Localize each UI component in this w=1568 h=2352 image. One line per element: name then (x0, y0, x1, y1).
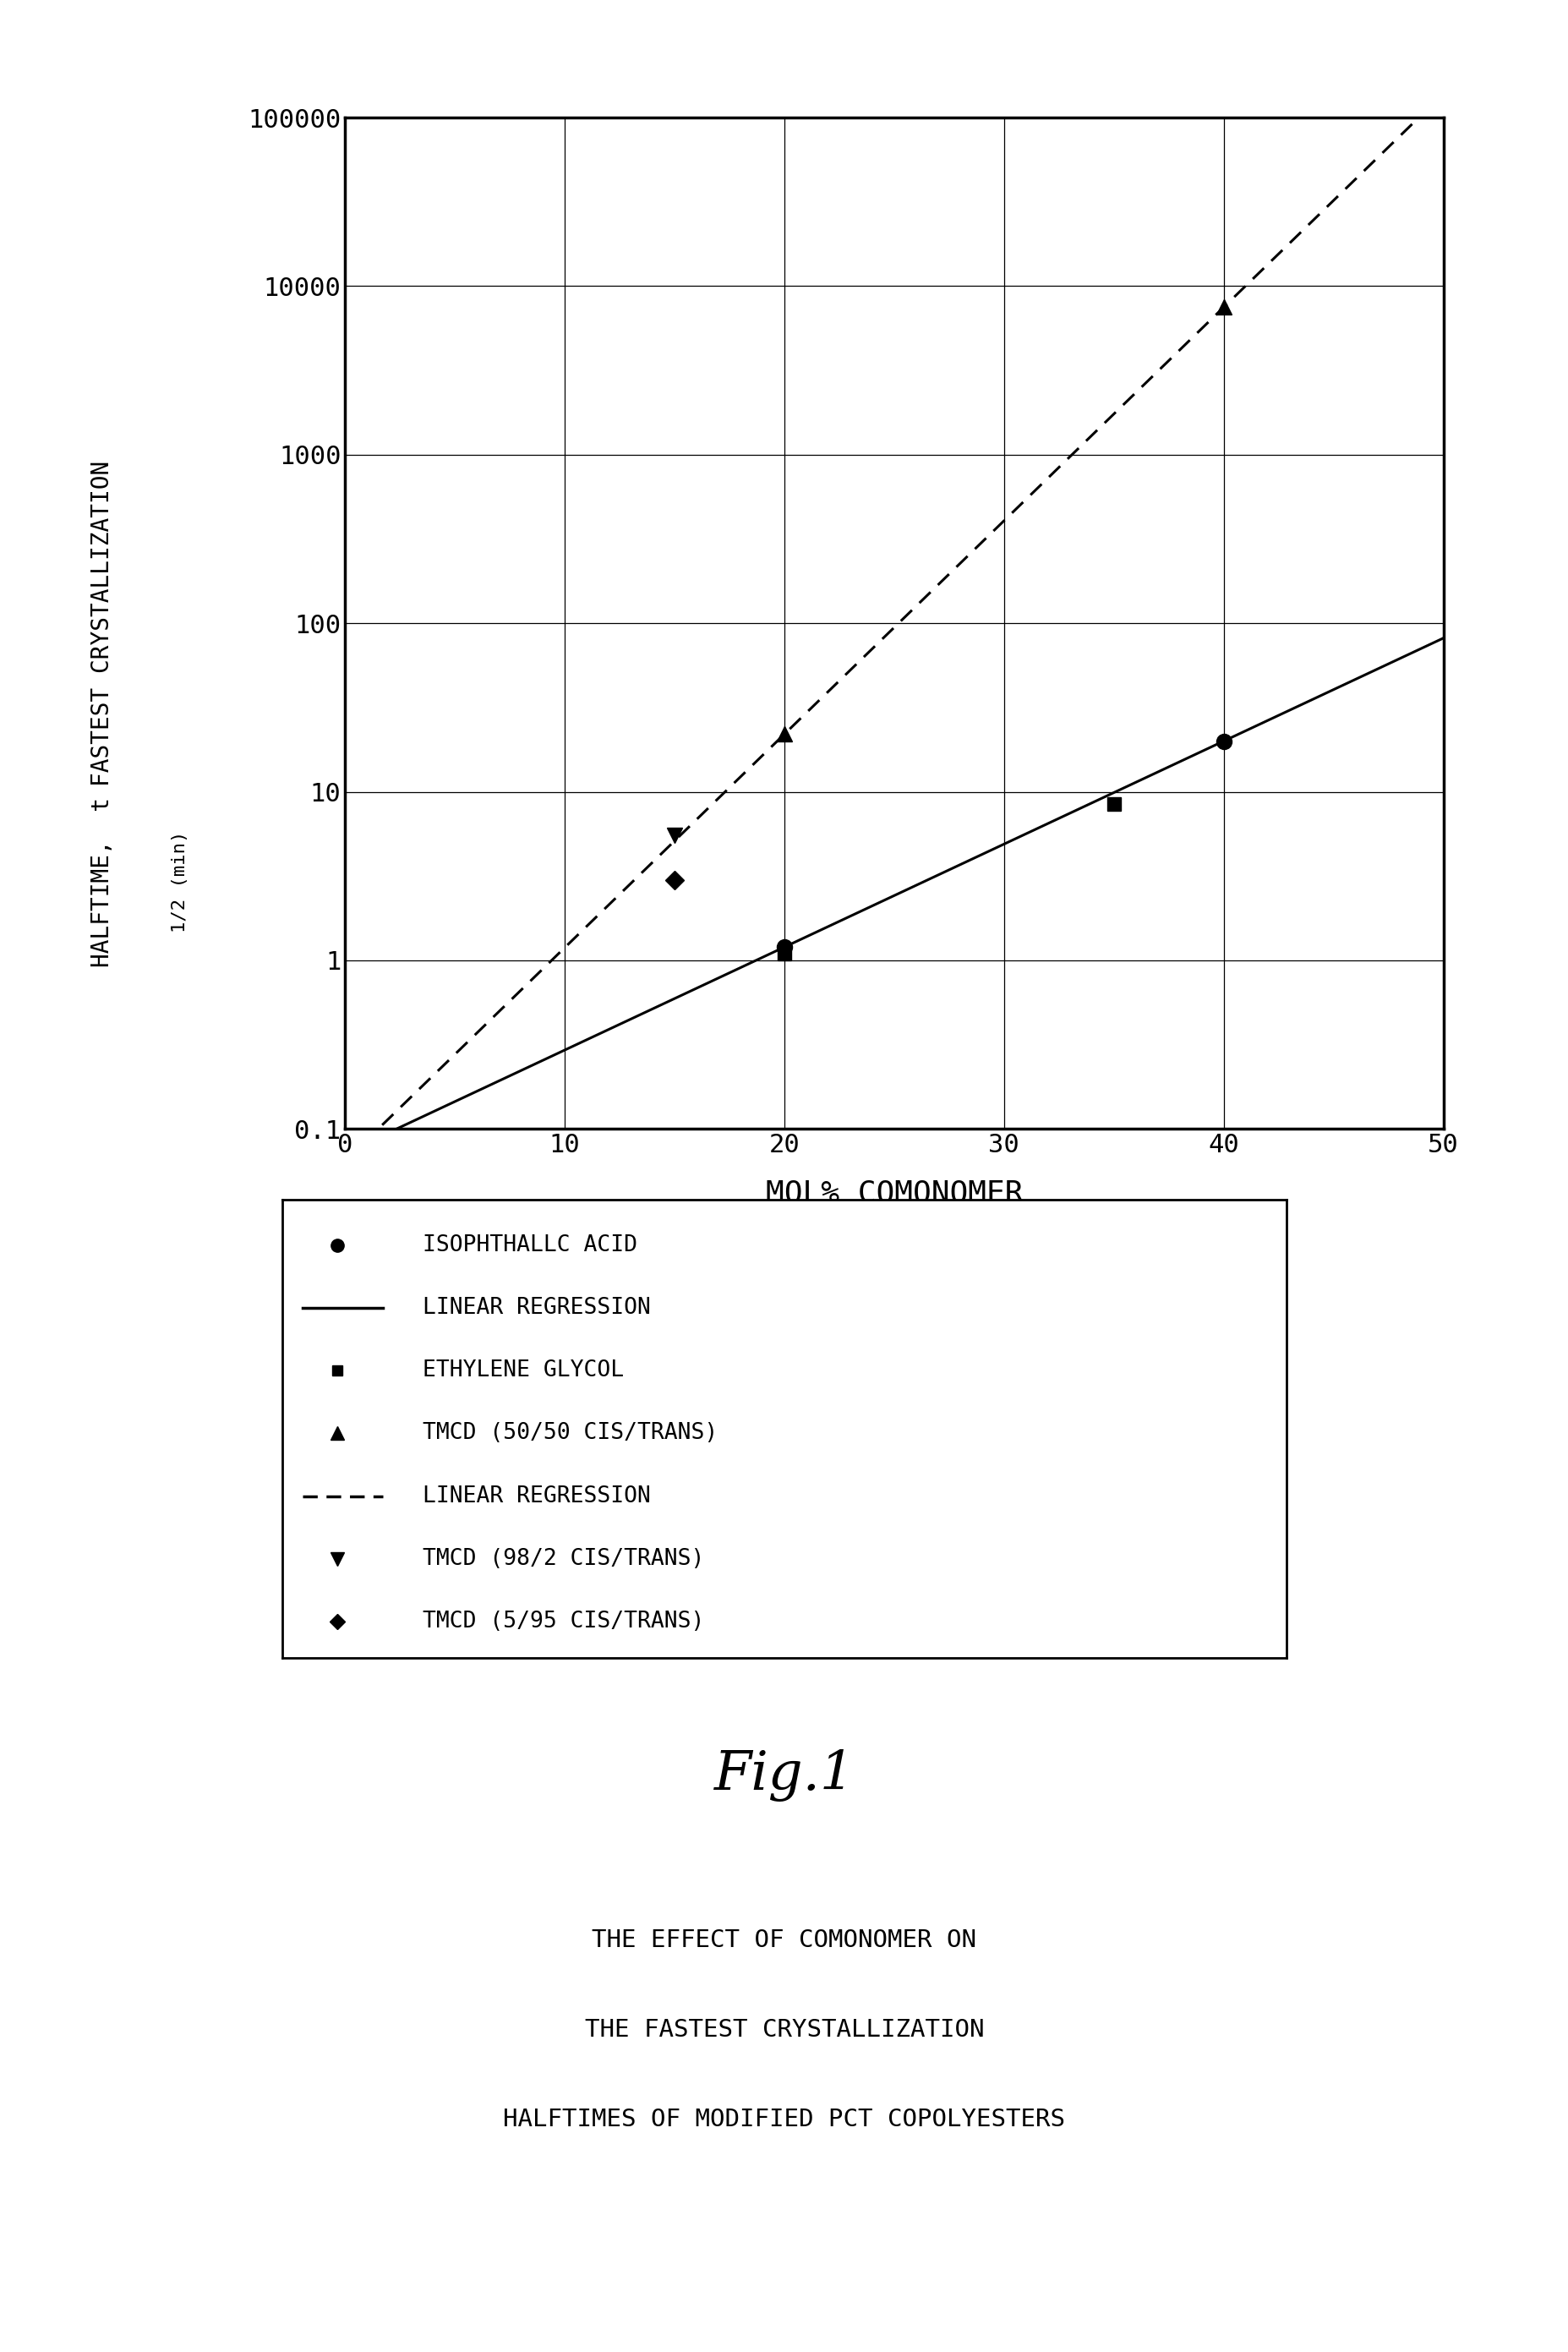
Text: HALFTIME,  t: HALFTIME, t (89, 797, 114, 967)
Text: THE FASTEST CRYSTALLIZATION: THE FASTEST CRYSTALLIZATION (585, 2018, 983, 2042)
X-axis label: MOL% COMONOMER: MOL% COMONOMER (765, 1178, 1022, 1207)
Text: LINEAR REGRESSION: LINEAR REGRESSION (423, 1296, 651, 1319)
Text: ETHYLENE GLYCOL: ETHYLENE GLYCOL (423, 1359, 624, 1381)
Text: TMCD (5/95 CIS/TRANS): TMCD (5/95 CIS/TRANS) (423, 1611, 704, 1632)
Text: TMCD (50/50 CIS/TRANS): TMCD (50/50 CIS/TRANS) (423, 1423, 718, 1444)
Text: ISOPHTHALLC ACID: ISOPHTHALLC ACID (423, 1235, 637, 1256)
Text: TMCD (98/2 CIS/TRANS): TMCD (98/2 CIS/TRANS) (423, 1548, 704, 1569)
Text: LINEAR REGRESSION: LINEAR REGRESSION (423, 1484, 651, 1508)
Text: 1/2 (min): 1/2 (min) (172, 830, 188, 934)
Text: THE EFFECT OF COMONOMER ON: THE EFFECT OF COMONOMER ON (591, 1929, 977, 1952)
Text: FASTEST CRYSTALLIZATION: FASTEST CRYSTALLIZATION (89, 461, 114, 786)
Text: Fig.1: Fig.1 (713, 1750, 855, 1802)
Text: HALFTIMES OF MODIFIED PCT COPOLYESTERS: HALFTIMES OF MODIFIED PCT COPOLYESTERS (503, 2107, 1065, 2131)
